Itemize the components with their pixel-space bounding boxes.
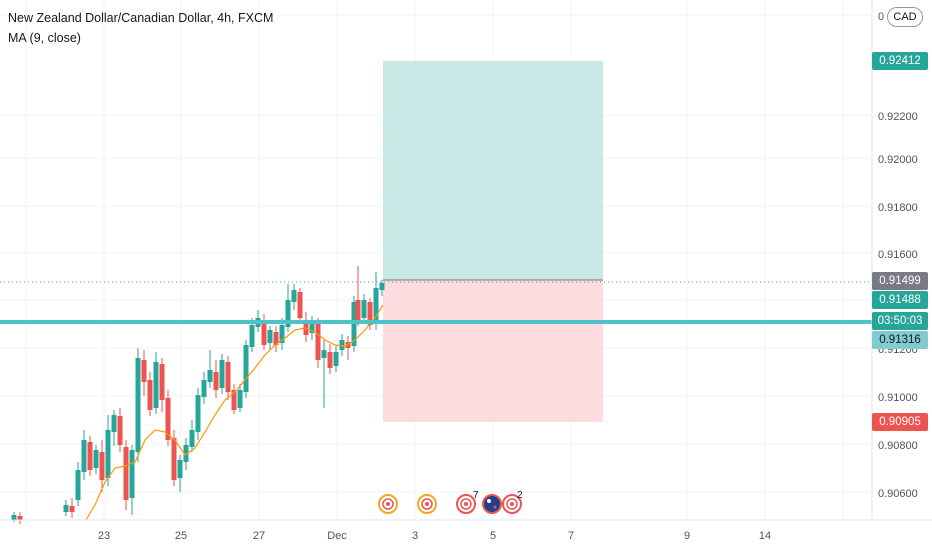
candle-body — [171, 438, 177, 480]
candle-body — [291, 290, 297, 302]
countdown-label: 03:50:03 — [872, 312, 928, 330]
price-tick-label: 0.91600 — [878, 249, 918, 261]
candle-body — [267, 330, 273, 343]
candle-body — [297, 292, 303, 318]
candle-body — [117, 416, 123, 445]
canada-flag-icon[interactable] — [417, 494, 437, 514]
currency-badge[interactable]: CAD — [887, 7, 923, 27]
take-profit-price-label: 0.92412 — [872, 52, 928, 70]
candle-body — [75, 470, 81, 500]
new-zealand-flag-icon[interactable] — [482, 494, 502, 514]
price-tick-label: 0.92200 — [878, 111, 918, 123]
candle-body — [273, 332, 279, 345]
candle-body — [309, 320, 315, 333]
candle-body — [303, 320, 309, 335]
candle-body — [11, 515, 17, 520]
price-tick-label: 0.92000 — [878, 154, 918, 166]
candle-body — [285, 300, 291, 327]
candle-body — [111, 415, 117, 432]
candle-body — [87, 442, 93, 470]
candle-body — [339, 340, 345, 350]
candle-body — [177, 460, 183, 478]
candle-body — [147, 380, 153, 410]
moving-average-line — [85, 304, 384, 521]
candle-body — [93, 450, 99, 468]
candle-body — [201, 380, 207, 397]
candle-body — [183, 445, 189, 462]
candle-body — [189, 430, 195, 447]
price-tick-label: 0 — [878, 11, 884, 23]
candle-body — [195, 395, 201, 432]
candle-body — [333, 352, 339, 366]
candle-body — [315, 322, 321, 360]
candle-body — [63, 505, 69, 512]
candle-body — [69, 506, 75, 512]
candle-body — [153, 362, 159, 408]
time-tick-label: 23 — [98, 530, 110, 542]
time-axis[interactable]: 23 25 27 Dec 3 5 7 9 14 — [98, 530, 771, 542]
candle-body — [367, 302, 373, 325]
candle-body — [279, 325, 285, 343]
time-tick-label: 25 — [175, 530, 187, 542]
time-tick-label: 27 — [253, 530, 265, 542]
indicator-label[interactable]: MA (9, close) — [8, 31, 81, 45]
candle-body — [207, 370, 213, 382]
symbol-title[interactable]: New Zealand Dollar/Canadian Dollar, 4h, … — [8, 11, 274, 25]
time-tick-label: 7 — [568, 530, 574, 542]
time-tick-label: 14 — [759, 530, 771, 542]
candle-body — [129, 450, 135, 498]
candle-body — [237, 390, 243, 408]
candle-body — [225, 362, 231, 392]
time-tick-label: 5 — [490, 530, 496, 542]
candlestick-series — [11, 266, 385, 524]
stop-loss-price-label: 0.90905 — [872, 413, 928, 431]
price-tick-label: 0.90800 — [878, 440, 918, 452]
event-count: 7 — [473, 490, 479, 501]
candle-body — [135, 358, 141, 452]
candle-body — [219, 360, 225, 388]
candle-body — [361, 300, 367, 318]
economic-events[interactable]: 7 2 — [378, 490, 523, 514]
time-tick-label: 3 — [412, 530, 418, 542]
entry-price-label: 0.91499 — [872, 272, 928, 290]
candle-body — [81, 440, 87, 472]
candle-body — [243, 345, 249, 392]
canada-flag-icon[interactable]: 7 — [456, 490, 479, 514]
candle-body — [345, 342, 351, 348]
candle-body — [99, 452, 105, 480]
price-tick-label: 0.91800 — [878, 202, 918, 214]
candle-body — [165, 398, 171, 440]
candle-body — [327, 352, 333, 368]
time-tick-label: 9 — [684, 530, 690, 542]
horizontal-line-price-label: 0.91316 — [872, 331, 928, 349]
candle-body — [159, 364, 165, 400]
profit-target-zone[interactable] — [383, 61, 603, 280]
time-tick-label: Dec — [327, 530, 347, 542]
canada-flag-icon[interactable]: 2 — [502, 490, 523, 514]
candle-body — [373, 288, 379, 322]
candle-body — [249, 325, 255, 347]
candle-body — [141, 360, 147, 382]
price-tick-label: 0.91000 — [878, 392, 918, 404]
candle-body — [379, 283, 385, 290]
candle-body — [231, 390, 237, 410]
chart-legend: New Zealand Dollar/Canadian Dollar, 4h, … — [8, 8, 273, 48]
candle-body — [17, 516, 23, 520]
candle-body — [105, 430, 111, 478]
candle-body — [123, 447, 129, 500]
last-price-label: 0.91488 — [872, 291, 928, 309]
stop-loss-zone[interactable] — [383, 280, 603, 422]
event-count: 2 — [517, 490, 523, 501]
canada-flag-icon[interactable] — [378, 494, 398, 514]
candle-body — [321, 350, 327, 358]
candle-body — [355, 300, 361, 320]
candle-body — [213, 372, 219, 390]
candle-body — [261, 320, 267, 345]
price-tick-label: 0.90600 — [878, 488, 918, 500]
